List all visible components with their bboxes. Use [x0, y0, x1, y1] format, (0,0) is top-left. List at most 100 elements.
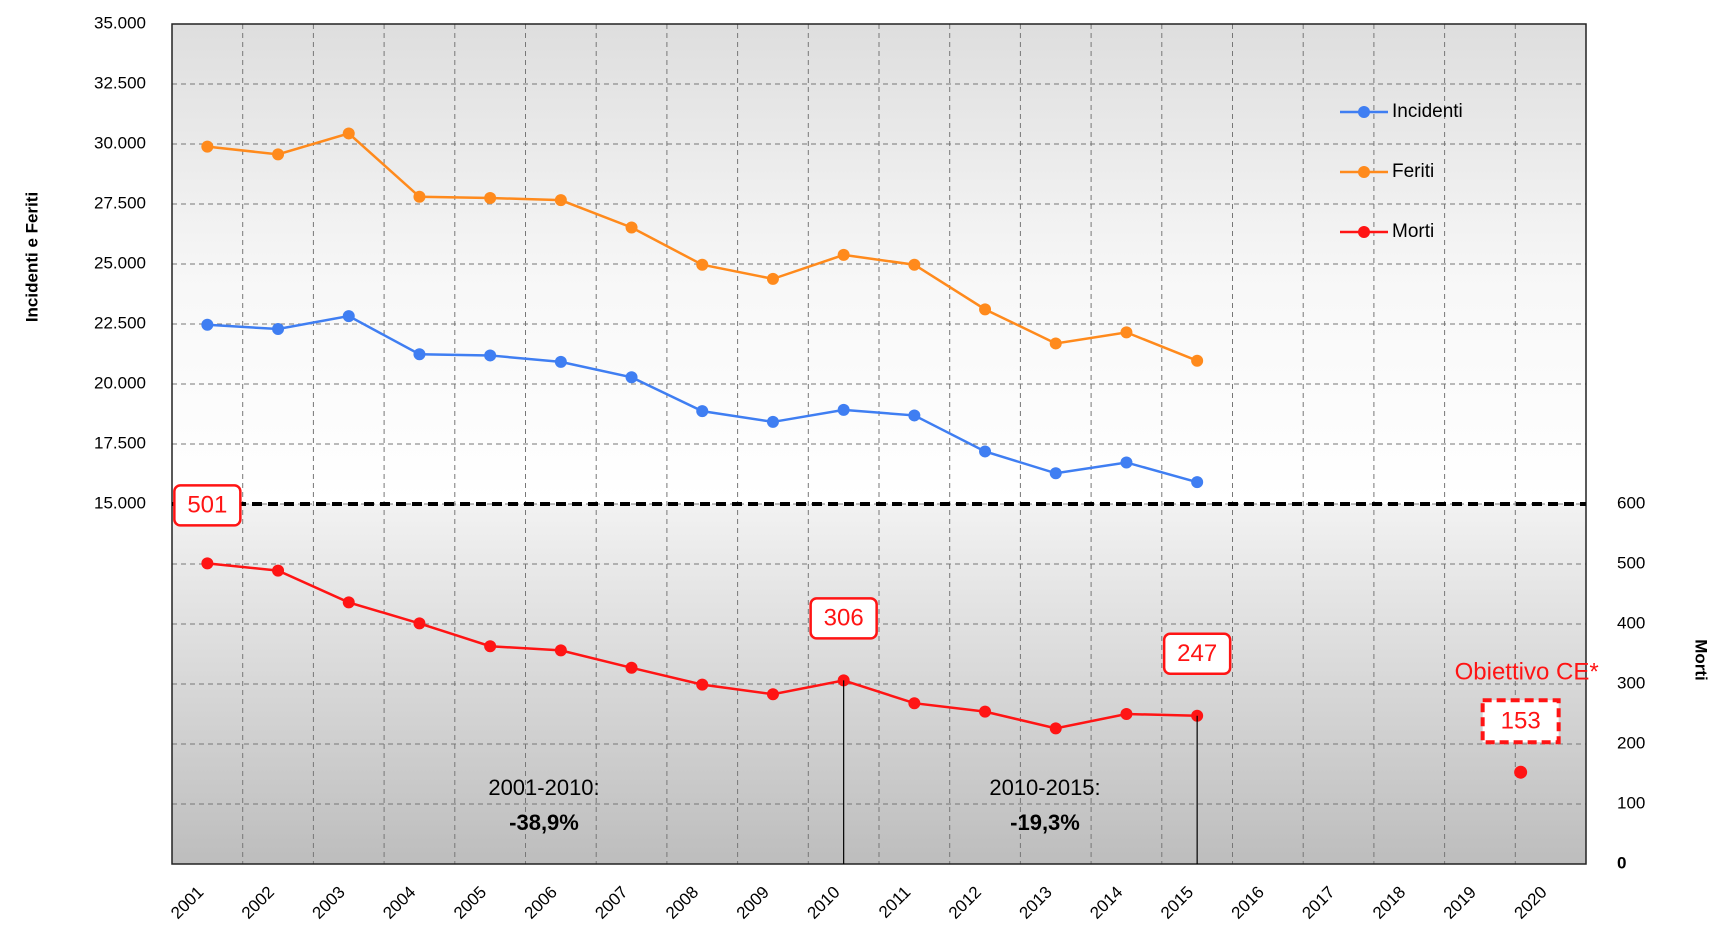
- x-tick-label: 2010: [803, 883, 843, 923]
- data-point: [272, 564, 285, 577]
- target-value-label: 153: [1501, 708, 1541, 735]
- data-point: [201, 557, 214, 570]
- data-point: [554, 355, 567, 368]
- data-point: [1120, 456, 1133, 469]
- data-point: [979, 303, 992, 316]
- target-label-box: [1480, 698, 1561, 745]
- data-label: 247: [1177, 640, 1217, 667]
- data-label-box: [173, 484, 242, 527]
- data-point: [908, 697, 921, 710]
- data-point: [625, 661, 638, 674]
- data-point: [342, 127, 355, 140]
- data-point: [696, 258, 709, 271]
- x-tick-label: 2020: [1510, 883, 1550, 923]
- data-point: [272, 323, 285, 336]
- data-point: [1191, 354, 1204, 367]
- data-point: [1191, 476, 1204, 489]
- data-point: [766, 415, 779, 428]
- y-tick-label: 22.500: [94, 313, 146, 332]
- y-tick-label: 35.000: [94, 13, 146, 32]
- data-point: [696, 405, 709, 418]
- data-point: [979, 445, 992, 458]
- data-point: [554, 644, 567, 657]
- data-point: [1049, 722, 1062, 735]
- annotation: -38,9%: [509, 810, 579, 835]
- legend-marker: [1358, 106, 1370, 118]
- target-label: Obiettivo CE*: [1455, 659, 1599, 686]
- data-point: [979, 705, 992, 718]
- y-tick-label: 27.500: [94, 193, 146, 212]
- data-point: [837, 403, 850, 416]
- data-point: [554, 194, 567, 207]
- y-tick-label: 25.000: [94, 253, 146, 272]
- x-tick-label: 2009: [733, 883, 773, 923]
- data-point: [201, 318, 214, 331]
- legend-marker: [1358, 166, 1370, 178]
- data-label: 306: [824, 605, 864, 632]
- data-label: 501: [187, 492, 227, 519]
- data-point: [908, 409, 921, 422]
- y2-axis-title: Morti: [1692, 639, 1711, 681]
- y2-tick-label: 600: [1617, 493, 1645, 512]
- data-point: [484, 192, 497, 204]
- data-point: [1049, 467, 1062, 480]
- x-tick-label: 2002: [238, 883, 278, 923]
- y2-tick-label: 500: [1617, 553, 1645, 572]
- data-point: [766, 272, 779, 285]
- y2-tick-label: 100: [1617, 793, 1645, 812]
- legend-label: Feriti: [1392, 161, 1434, 182]
- data-point: [696, 678, 709, 691]
- x-tick-label: 2016: [1228, 883, 1268, 923]
- y-tick-label: 30.000: [94, 133, 146, 152]
- y-tick-label: 15.000: [94, 493, 146, 512]
- x-tick-label: 2019: [1440, 883, 1480, 923]
- y-tick-label: 32.500: [94, 73, 146, 92]
- data-point: [342, 596, 355, 609]
- data-point: [766, 688, 779, 701]
- x-tick-label: 2015: [1157, 883, 1197, 923]
- data-point: [625, 371, 638, 384]
- y2-tick-label: 200: [1617, 733, 1645, 752]
- x-tick-label: 2004: [379, 883, 419, 923]
- legend-label: Morti: [1392, 221, 1434, 242]
- x-tick-label: 2007: [591, 883, 631, 923]
- x-tick-label: 2014: [1086, 883, 1126, 923]
- x-tick-label: 2006: [521, 883, 561, 923]
- y-tick-label: 20.000: [94, 373, 146, 392]
- data-point: [625, 221, 638, 234]
- data-point: [413, 617, 426, 630]
- data-point: [1049, 337, 1062, 350]
- data-point: [272, 148, 285, 161]
- data-point: [484, 349, 497, 362]
- data-point: [342, 310, 355, 323]
- data-point: [201, 140, 214, 153]
- x-tick-label: 2008: [662, 883, 702, 923]
- y2-tick-label: 400: [1617, 613, 1645, 632]
- data-point: [484, 640, 497, 653]
- y-tick-label: 17.500: [94, 433, 146, 452]
- annotation: 2010-2015:: [989, 775, 1100, 800]
- plot-frame: [171, 23, 1587, 865]
- y-axis-title: Incidenti e Feriti: [22, 192, 41, 322]
- x-tick-label: 2011: [875, 883, 914, 922]
- x-tick-label: 2017: [1298, 883, 1338, 923]
- y2-tick-label: 0: [1617, 853, 1626, 872]
- x-tick-label: 2013: [1016, 883, 1056, 923]
- x-tick-label: 2018: [1369, 883, 1409, 923]
- data-point: [908, 258, 921, 271]
- x-tick-label: 2003: [309, 883, 349, 923]
- legend-label: Incidenti: [1392, 101, 1463, 122]
- x-tick-label: 2001: [167, 883, 207, 923]
- annotation: -19,3%: [1010, 810, 1080, 835]
- data-label-box: [809, 597, 878, 640]
- data-point: [837, 248, 850, 261]
- annotation: 2001-2010:: [488, 775, 599, 800]
- data-point: [1120, 326, 1133, 339]
- data-label-box: [1162, 632, 1232, 676]
- data-point: [413, 190, 426, 203]
- target-point: [1514, 765, 1528, 779]
- x-tick-label: 2005: [450, 883, 490, 923]
- legend-marker: [1358, 226, 1370, 238]
